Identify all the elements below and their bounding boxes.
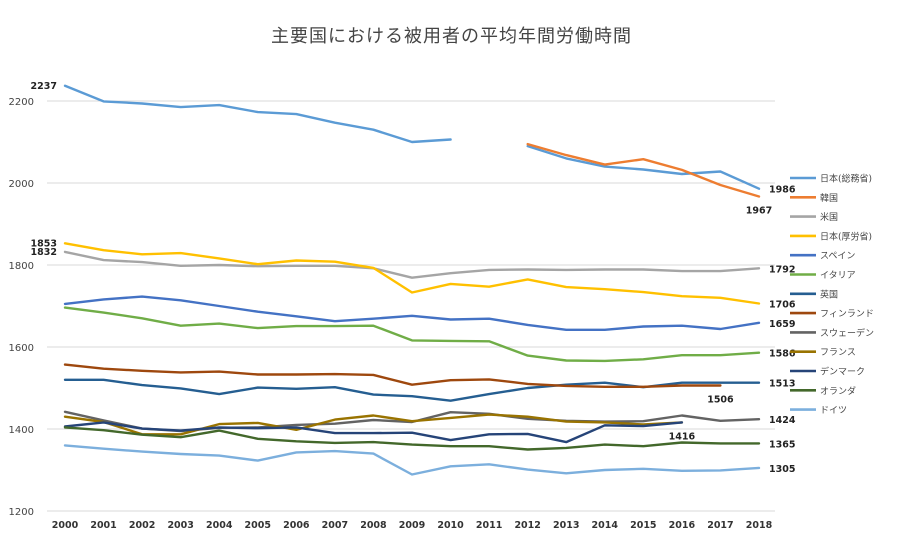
x-tick-label: 2003 [167,520,193,531]
x-tick-label: 2017 [707,520,733,531]
legend-item: イタリア [790,270,856,281]
legend-label: フランス [820,347,856,358]
x-tick-label: 2005 [245,520,271,531]
legend-item: 英国 [790,288,838,300]
series-10 [63,413,684,436]
series-5 [63,295,761,331]
series-line [63,306,761,363]
data-label: 1792 [769,264,795,275]
data-label: 1659 [769,319,795,330]
series-7 [63,378,761,402]
series-3 [63,250,761,279]
legend-item: 日本(総務省) [790,173,872,185]
legend-label: ドイツ [820,406,847,416]
series-12 [63,426,761,451]
x-tick-label: 2000 [52,520,79,531]
data-label: 1365 [769,439,795,450]
legend-item: 韓国 [790,193,838,204]
legend-item: フィンランド [790,309,874,320]
data-label: 2237 [31,81,57,92]
chart-title: 主要国における被用者の平均年間労働時間 [271,26,632,47]
series-4 [63,242,761,305]
data-label: 1424 [769,415,796,426]
legend-item: 米国 [790,211,838,223]
legend-item: スウェーデン [790,327,874,339]
data-label: 1967 [746,206,772,217]
legend-label: 日本(総務省) [820,173,872,185]
y-tick-label: 1400 [9,425,34,436]
series-line [526,142,761,198]
data-label: 1706 [769,300,796,311]
y-tick-label: 2000 [9,179,34,190]
series-6 [63,306,761,363]
series-2 [526,142,761,198]
x-tick-label: 2018 [746,520,773,531]
legend-item: フランス [790,347,856,358]
series-line [63,250,761,279]
series-line [63,444,761,476]
series-line [63,84,452,144]
x-tick-label: 2014 [592,520,619,531]
legend-item: 日本(厚労省) [790,230,872,242]
legend-item: オランダ [790,385,856,397]
x-tick-label: 2004 [206,520,233,531]
x-tick-label: 2001 [90,520,116,531]
x-tick-label: 2015 [630,520,656,531]
data-label: 1986 [769,185,796,196]
series-line [63,242,761,305]
x-tick-label: 2016 [669,520,696,531]
x-tick-label: 2006 [283,520,310,531]
data-label: 1513 [769,379,795,390]
legend-item: スペイン [790,252,855,262]
legend-item: デンマーク [790,366,865,378]
legend-label: デンマーク [820,366,865,378]
y-tick-label: 1600 [9,343,34,354]
series-11 [63,421,684,444]
x-tick-label: 2013 [553,520,579,531]
legend-label: 日本(厚労省) [820,230,872,242]
series-line [63,378,761,402]
legend-label: 韓国 [820,193,838,204]
x-tick-label: 2011 [476,520,502,531]
legend-label: フィンランド [820,309,874,320]
series-line [63,295,761,331]
series-line [63,421,684,444]
data-label: 1853 [31,238,57,249]
series-line [63,363,722,388]
series-line [63,426,761,451]
series-line [63,413,684,436]
data-label: 1586 [769,349,796,360]
legend-label: 米国 [820,211,838,223]
legend-label: イタリア [820,270,856,281]
y-tick-label: 1800 [9,261,34,272]
x-tick-label: 2012 [514,520,540,531]
data-label: 1832 [31,247,57,258]
legend-item: ドイツ [790,406,847,416]
data-label: 1305 [769,464,795,475]
x-tick-label: 2007 [322,520,348,531]
legend-label: スペイン [820,252,855,262]
y-tick-label: 1200 [9,507,34,518]
x-tick-label: 2008 [360,520,387,531]
y-tick-label: 2200 [9,97,34,108]
data-label: 1416 [669,431,696,442]
x-tick-label: 2010 [437,520,464,531]
series-13 [63,444,761,476]
x-tick-label: 2009 [399,520,425,531]
series-line [526,144,761,190]
x-tick-label: 2002 [129,520,155,531]
legend-label: 英国 [820,288,838,300]
legend-label: スウェーデン [820,327,874,339]
series-8 [63,363,722,388]
data-label: 1506 [707,395,734,406]
legend-label: オランダ [820,385,856,397]
series-1 [63,84,761,190]
